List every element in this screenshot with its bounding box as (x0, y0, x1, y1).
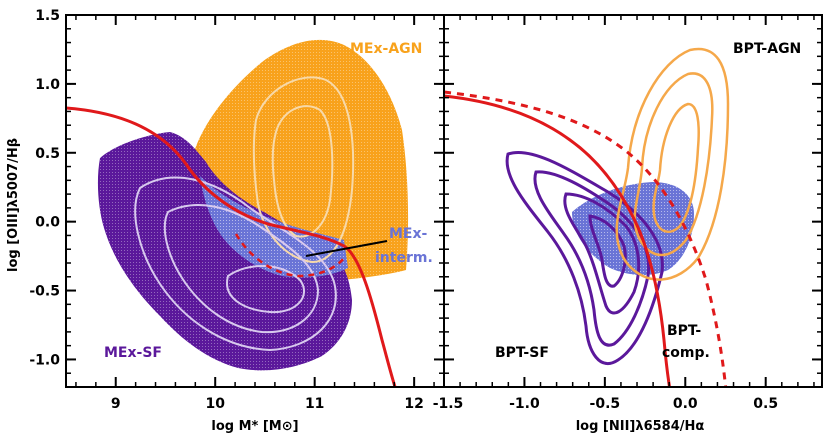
right-ticks: -1.5 -1.0 -0.5 0.0 0.5 (433, 14, 822, 412)
label-bpt-comp-1: BPT- (667, 323, 701, 339)
x-tick-label: 12 (404, 396, 423, 412)
x-tick-label: -1.5 (433, 396, 464, 412)
label-bpt-sf: BPT-SF (495, 345, 549, 361)
kewley-line (444, 90, 728, 387)
agn-contour (271, 105, 334, 238)
right-axes-frame (443, 14, 823, 388)
agn-contour (252, 76, 355, 264)
right-x-axis-label: log [NII]λ6584/Hα (576, 419, 705, 434)
kauffmann-line (444, 94, 672, 387)
x-tick-label: 9 (111, 396, 121, 412)
right-panel: -1.5 -1.0 -0.5 0.0 0.5 BPT-AGN BPT-SF BPT- c… (433, 14, 823, 434)
sf-contour (163, 204, 320, 334)
interm-arrow (305, 240, 388, 257)
left-plot-area (66, 39, 409, 387)
left-ticks: 9 10 11 12 -1.0 -0.5 0.0 0.5 1.0 1.5 (29, 8, 444, 412)
left-x-axis-label: log M* [M⊙] (211, 419, 298, 434)
label-mex-interm-1: MEx- (389, 226, 428, 242)
mex-upper-curve (66, 106, 397, 387)
x-tick-label: 0.5 (753, 396, 778, 412)
y-axis-label: log [OIII]λ5007/Hβ (6, 138, 21, 272)
label-bpt-comp-2: comp. (662, 345, 710, 361)
sf-contour (226, 265, 306, 314)
x-tick-label: 0.0 (673, 396, 698, 412)
label-mex-interm-2: interm. (375, 250, 433, 266)
y-tick-label: 1.5 (35, 8, 60, 24)
left-panel: 9 10 11 12 -1.0 -0.5 0.0 0.5 1.0 1.5 MEx-AGN MEx-… (6, 8, 445, 434)
x-tick-label: 11 (305, 396, 324, 412)
mex-agn-region (190, 39, 409, 280)
right-plot-area (444, 47, 730, 387)
y-tick-label: 0.5 (35, 146, 60, 162)
y-tick-label: -0.5 (29, 284, 60, 300)
label-mex-sf: MEx-SF (104, 345, 162, 361)
y-tick-label: 1.0 (35, 77, 60, 93)
mex-lower-curve (234, 233, 345, 278)
bpt-agn-contours (615, 47, 730, 281)
y-tick-label: 0.0 (35, 215, 60, 231)
x-tick-label: 10 (205, 396, 225, 412)
label-bpt-agn: BPT-AGN (733, 41, 801, 57)
label-mex-agn: MEx-AGN (350, 41, 422, 57)
y-tick-label: -1.0 (29, 352, 60, 368)
x-tick-label: -1.0 (509, 396, 540, 412)
x-tick-label: -0.5 (590, 396, 621, 412)
sf-contour (134, 176, 337, 352)
